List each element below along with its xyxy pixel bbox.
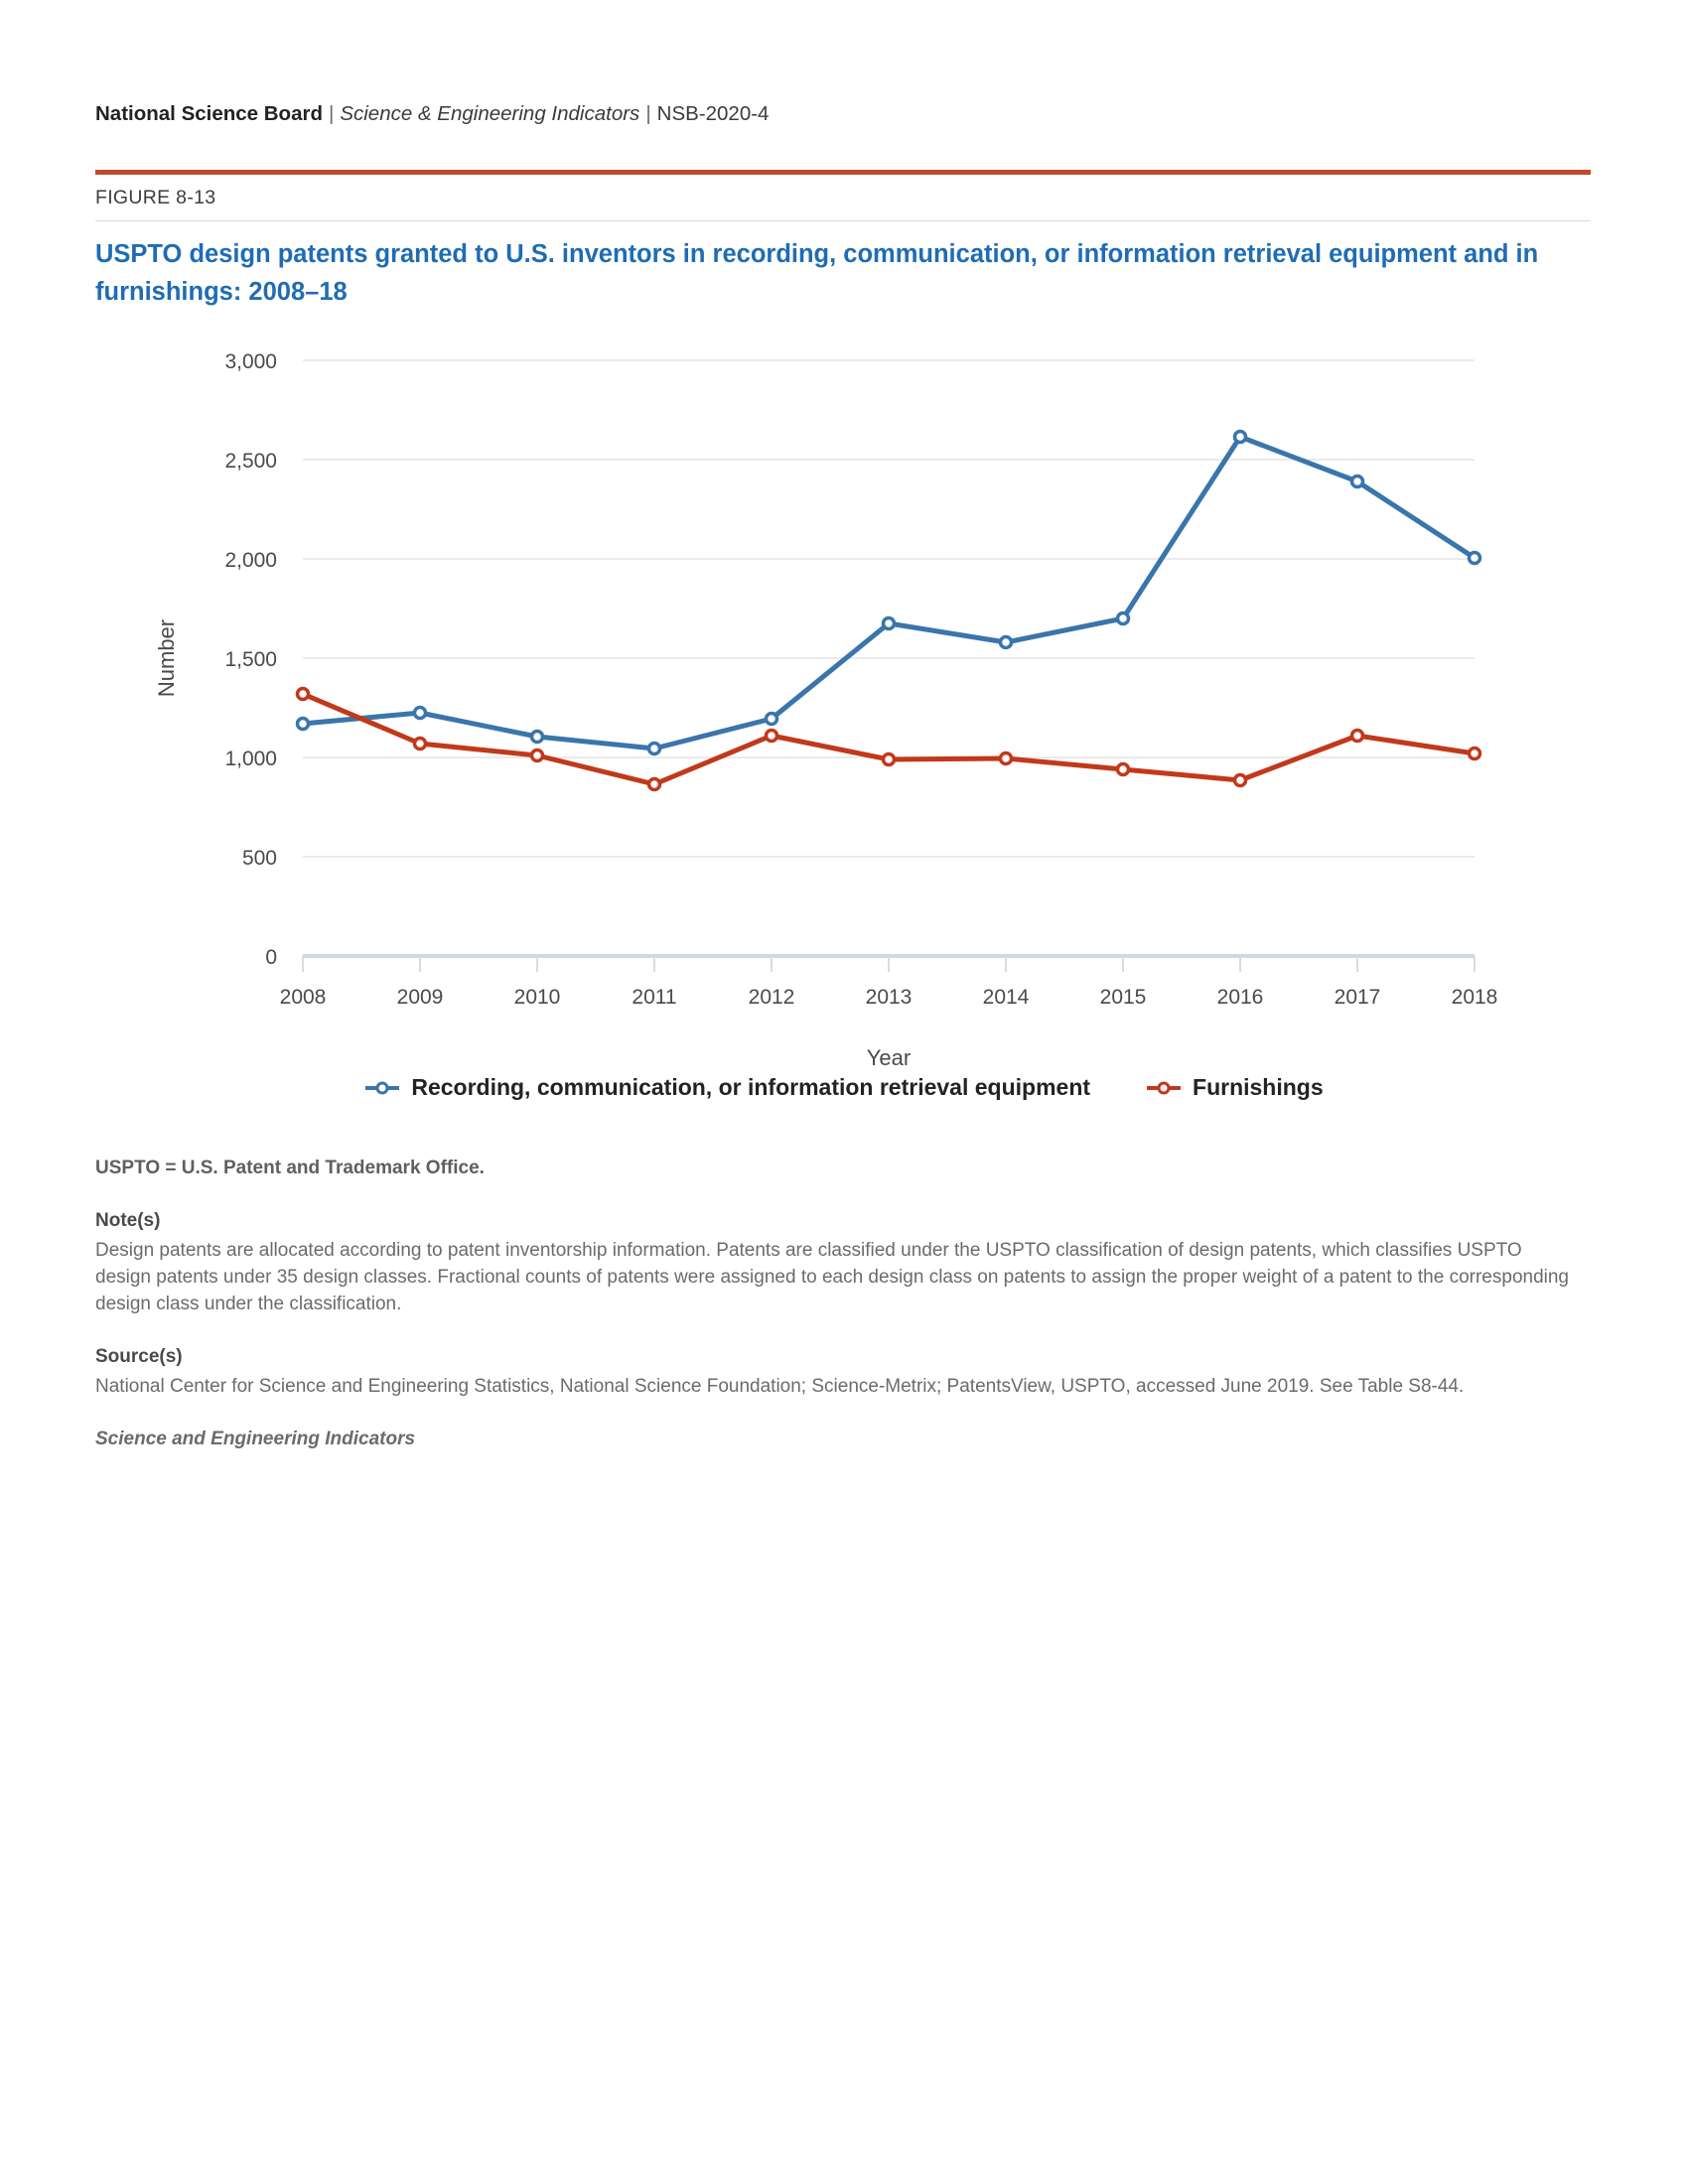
legend-marker-icon-1 <box>1147 1081 1182 1094</box>
data-point-marker[interactable] <box>529 729 545 745</box>
figure-footnotes: USPTO = U.S. Patent and Trademark Office… <box>95 1155 1575 1452</box>
chart-series-group <box>295 429 1482 792</box>
data-point-marker[interactable] <box>764 728 779 744</box>
data-point-marker[interactable] <box>1467 550 1482 566</box>
x-axis-tick-label: 2013 <box>866 986 913 1009</box>
data-point-marker[interactable] <box>881 615 897 631</box>
data-point-marker[interactable] <box>1349 474 1365 489</box>
x-axis-tick-label: 2009 <box>397 986 444 1009</box>
masthead-publication: Science & Engineering Indicators <box>340 102 640 125</box>
x-axis-tick-label: 2016 <box>1217 986 1264 1009</box>
sources-text: National Center for Science and Engineer… <box>95 1376 1465 1397</box>
y-axis-tick-label: 1,000 <box>224 748 277 770</box>
masthead-report-number: NSB-2020-4 <box>656 102 770 125</box>
y-axis-tick-label: 2,000 <box>224 549 277 572</box>
chart-gridlines <box>303 359 1475 958</box>
x-axis-tick-label: 2017 <box>1335 986 1381 1009</box>
data-point-marker[interactable] <box>1115 611 1131 626</box>
masthead-separator-2: | <box>645 102 651 125</box>
data-point-marker[interactable] <box>412 736 428 751</box>
data-point-marker[interactable] <box>412 705 428 721</box>
data-point-marker[interactable] <box>998 751 1014 766</box>
data-point-marker[interactable] <box>1349 728 1365 744</box>
data-point-marker[interactable] <box>295 686 311 702</box>
header-accent-rule <box>95 170 1591 175</box>
legend-item-series-0[interactable]: Recording, communication, or information… <box>364 1074 1090 1101</box>
legend-label-0: Recording, communication, or information… <box>411 1074 1091 1100</box>
y-axis-tick-label: 3,000 <box>224 350 277 373</box>
data-point-marker[interactable] <box>529 748 545 763</box>
masthead: National Science Board | Science & Enginee… <box>95 101 769 127</box>
legend-item-series-1[interactable]: Furnishings <box>1146 1074 1324 1101</box>
masthead-separator-1: | <box>328 102 335 125</box>
x-axis-tick-label: 2010 <box>514 986 561 1009</box>
chart-y-axis-title: Number <box>154 619 179 697</box>
data-point-marker[interactable] <box>998 634 1014 650</box>
figure-label: FIGURE 8-13 <box>95 187 216 208</box>
legend-marker-icon-0 <box>365 1081 400 1094</box>
masthead-organization: National Science Board <box>95 102 323 125</box>
series-line-0 <box>300 434 1477 751</box>
notes-heading: Note(s) <box>95 1210 161 1231</box>
sources-heading: Source(s) <box>95 1346 183 1367</box>
x-axis-tick-label: 2018 <box>1452 986 1498 1009</box>
data-point-marker[interactable] <box>295 716 311 732</box>
notes-text: Design patents are allocated according t… <box>95 1240 1569 1314</box>
y-axis-tick-label: 0 <box>265 946 277 969</box>
x-axis-tick-label: 2012 <box>749 986 795 1009</box>
x-axis-tick-label: 2011 <box>632 986 676 1009</box>
chart-x-axis-title: Year <box>867 1045 911 1070</box>
chart-x-axis-ticks: 2008 2009 2010 2011 2012 2013 2014 2015 2016 2017… <box>280 956 1498 1009</box>
x-axis-tick-label: 2015 <box>1100 986 1147 1009</box>
series-line-1 <box>300 691 1477 787</box>
data-point-marker[interactable] <box>1115 761 1131 777</box>
publication-footer: Science and Engineering Indicators <box>95 1429 416 1449</box>
x-axis-tick-label: 2014 <box>983 986 1030 1009</box>
data-point-marker[interactable] <box>881 751 897 767</box>
data-point-marker[interactable] <box>1467 746 1482 761</box>
data-point-marker[interactable] <box>646 741 662 756</box>
data-point-marker[interactable] <box>1232 429 1248 445</box>
figure-title: USPTO design patents granted to U.S. inv… <box>95 240 1539 306</box>
data-point-marker[interactable] <box>764 711 779 727</box>
data-point-marker[interactable] <box>646 776 662 792</box>
y-axis-tick-label: 1,500 <box>224 648 277 671</box>
y-axis-tick-label: 500 <box>242 847 277 870</box>
abbreviation-note: USPTO = U.S. Patent and Trademark Office… <box>95 1158 485 1178</box>
data-point-marker[interactable] <box>1232 772 1248 788</box>
x-axis-tick-label: 2008 <box>280 986 327 1009</box>
figure-divider-rule <box>95 220 1591 221</box>
chart-legend: Recording, communication, or information… <box>0 1074 1688 1101</box>
y-axis-tick-label: 2,500 <box>224 450 277 473</box>
legend-label-1: Furnishings <box>1193 1074 1324 1100</box>
line-chart: 0 500 1,000 1,500 2,000 2,500 3,000 2008 2009 20… <box>0 328 1688 1122</box>
chart-y-axis-ticks: 0 500 1,000 1,500 2,000 2,500 3,000 <box>224 350 277 969</box>
